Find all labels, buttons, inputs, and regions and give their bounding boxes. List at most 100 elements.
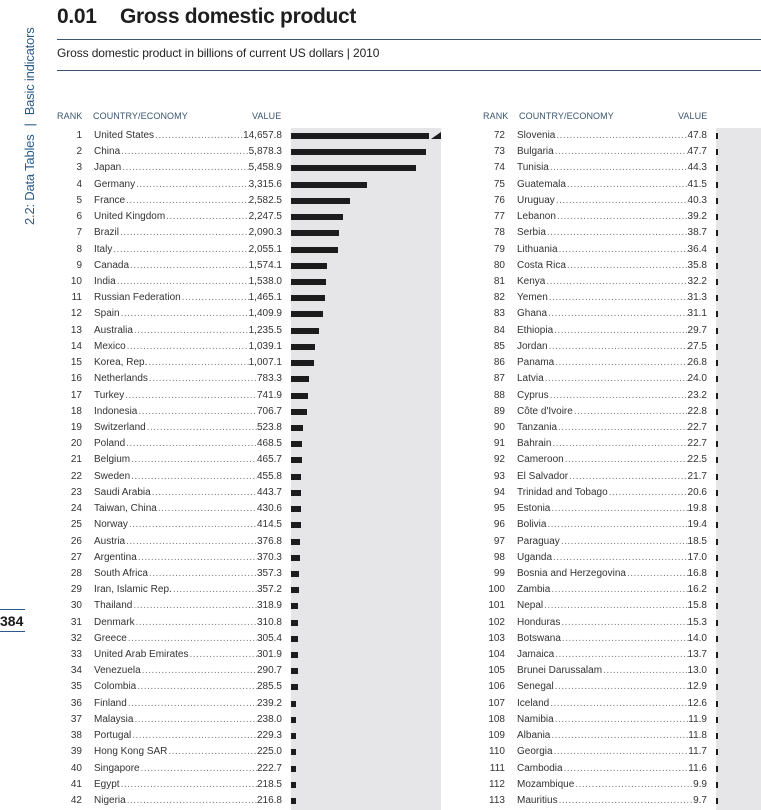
- dot-leader: [173, 582, 257, 598]
- dot-leader: [121, 144, 248, 160]
- table-row: 24 Taiwan, China 430.6: [54, 501, 282, 518]
- country-name: Panama: [517, 355, 556, 372]
- gdp-value: 239.2: [256, 697, 282, 709]
- rank: 113: [489, 795, 505, 807]
- dot-leader: [550, 160, 688, 176]
- rank: 7: [76, 227, 82, 239]
- gdp-value: 39.2: [687, 211, 707, 223]
- table-row: 31 Denmark 310.8: [54, 614, 282, 631]
- gdp-value: 2,090.3: [248, 227, 282, 239]
- value-bar: [291, 798, 296, 805]
- dot-leader: [575, 777, 693, 793]
- gdp-value: 24.0: [687, 373, 707, 385]
- country-name: Mexico: [94, 338, 127, 355]
- dot-leader: [554, 323, 687, 339]
- dot-leader: [553, 550, 688, 566]
- country-name: Nepal: [517, 598, 545, 615]
- rank: 96: [493, 519, 505, 531]
- table-row: 33 United Arab Emirates 301.9: [54, 647, 282, 664]
- country-name: Austria: [94, 533, 127, 550]
- country-name: Colombia: [94, 679, 138, 696]
- table-row: 12 Spain 1,409.9: [54, 306, 282, 323]
- dot-leader: [155, 128, 243, 144]
- rank: 10: [70, 275, 82, 287]
- table-row: 22 Sweden 455.8: [54, 468, 282, 485]
- value-bar: [716, 781, 718, 788]
- dot-leader: [126, 193, 249, 209]
- table-row: 91 Bahrain 22.7: [477, 436, 707, 453]
- table-row: 113 Mauritius 9.7: [477, 793, 707, 810]
- table-row: 27 Argentina 370.3: [54, 549, 282, 566]
- rank: 73: [493, 146, 505, 158]
- gdp-value: 222.7: [256, 762, 282, 774]
- table-row: 36 Finland 239.2: [54, 695, 282, 712]
- gdp-value: 47.7: [687, 146, 707, 158]
- country-name: Côte d'Ivoire: [517, 403, 574, 420]
- dot-leader: [547, 225, 688, 241]
- rank: 42: [70, 795, 82, 807]
- gdp-value: 1,538.0: [248, 275, 282, 287]
- value-bar: [716, 278, 718, 285]
- breadcrumb-separator: |: [22, 123, 37, 127]
- table-row: 26 Austria 376.8: [54, 533, 282, 550]
- gdp-value: 1,235.5: [248, 324, 282, 336]
- dot-leader: [182, 290, 249, 306]
- table-row: 15 Korea, Rep. 1,007.1: [54, 355, 282, 372]
- dot-leader: [133, 598, 257, 614]
- gdp-value: 22.7: [687, 438, 707, 450]
- gdp-value: 370.3: [256, 551, 282, 563]
- dot-leader: [555, 647, 687, 663]
- rank: 8: [76, 243, 82, 255]
- value-bar: [291, 733, 297, 740]
- rank: 13: [70, 324, 82, 336]
- gdp-value: 465.7: [256, 454, 282, 466]
- gdp-value: 783.3: [256, 373, 282, 385]
- value-bar: [716, 441, 718, 448]
- rank: 17: [70, 389, 82, 401]
- rank: 101: [488, 600, 505, 612]
- col-header-value: VALUE: [252, 111, 282, 121]
- dot-leader: [131, 469, 257, 485]
- rank: 27: [70, 551, 82, 563]
- value-bar: [716, 619, 718, 626]
- table-row: 92 Cameroon 22.5: [477, 452, 707, 469]
- gdp-value: 14.0: [687, 632, 707, 644]
- value-bar: [291, 684, 298, 691]
- gdp-value: 430.6: [256, 503, 282, 515]
- gdp-value: 1,409.9: [248, 308, 282, 320]
- gdp-value: 216.8: [256, 795, 282, 807]
- table-row: 78 Serbia 38.7: [477, 225, 707, 242]
- rank: 111: [489, 762, 505, 774]
- table-row: 102 Honduras 15.3: [477, 614, 707, 631]
- dot-leader: [152, 485, 257, 501]
- table-row: 25 Norway 414.5: [54, 517, 282, 534]
- table-row: 98 Uganda 17.0: [477, 549, 707, 566]
- gdp-value: 455.8: [256, 470, 282, 482]
- country-name: Paraguay: [517, 533, 561, 550]
- bar-background-left: [291, 128, 441, 810]
- gdp-value: 225.0: [256, 746, 282, 758]
- dot-leader: [552, 436, 687, 452]
- dot-leader: [559, 242, 688, 258]
- rank: 100: [488, 584, 505, 596]
- dot-leader: [554, 744, 689, 760]
- dot-leader: [555, 712, 689, 728]
- dot-leader: [603, 663, 687, 679]
- country-name: France: [94, 192, 127, 209]
- gdp-value: 238.0: [256, 713, 282, 725]
- dot-leader: [558, 420, 688, 436]
- table-row: 94 Trinidad and Tobago 20.6: [477, 484, 707, 501]
- country-name: India: [94, 273, 117, 290]
- dot-leader: [149, 566, 257, 582]
- dot-leader: [134, 323, 249, 339]
- rank: 72: [493, 130, 505, 141]
- value-bar: [291, 700, 297, 707]
- table-row: 17 Turkey 741.9: [54, 387, 282, 404]
- country-name: Switzerland: [94, 419, 147, 436]
- rank: 102: [488, 616, 505, 628]
- value-bar: [291, 424, 304, 431]
- value-bar: [291, 246, 339, 253]
- dot-leader: [562, 631, 688, 647]
- gdp-value: 13.0: [687, 665, 707, 677]
- gdp-value: 706.7: [256, 405, 282, 417]
